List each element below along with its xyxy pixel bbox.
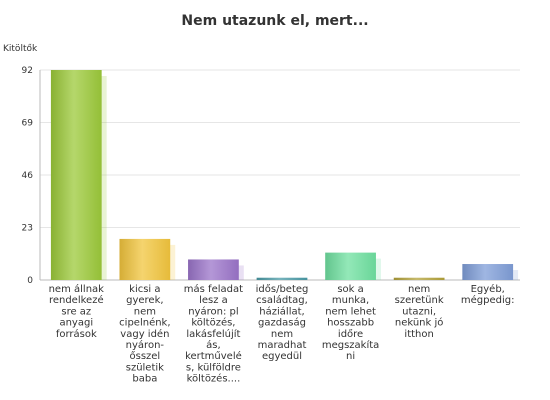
category-labels: nem állnak rendelkezé sre az anyagi források… — [49, 283, 515, 385]
bar — [119, 238, 171, 280]
bar — [325, 252, 376, 280]
x-category-label: sok a munka, nem lehet hosszabb időre megszak… — [322, 284, 379, 362]
x-category-label: nem állnak rendelkezé sre az anyagi források — [49, 283, 105, 340]
chart-title: Nem utazunk el, mert... — [181, 13, 368, 29]
bar — [50, 70, 102, 280]
x-category-label: idős/beteg családtag, háziállat, gazdaság ne… — [256, 283, 309, 362]
bar — [256, 277, 308, 280]
y-tick-label: 23 — [22, 224, 33, 234]
x-category-label: kicsi a gyerek, nem cipelnénk, vagy idén nyár… — [119, 284, 170, 385]
bar — [393, 277, 445, 280]
bar — [462, 264, 514, 280]
x-category-label: Egyéb, mégpedig: — [461, 283, 515, 306]
x-category-label: nem szeretünk utazni, nekünk jó itthon — [395, 284, 444, 340]
y-tick-label: 0 — [27, 276, 33, 286]
bars-layer — [50, 70, 519, 280]
y-axis-label: Kitöltők — [3, 44, 38, 54]
y-tick-label: 69 — [22, 119, 34, 129]
x-category-label: más feladat lesz a nyáron: pl költözés, laká… — [184, 283, 243, 385]
y-tick-label: 92 — [22, 66, 33, 76]
y-tick-label: 46 — [22, 171, 34, 181]
bar — [188, 259, 239, 280]
